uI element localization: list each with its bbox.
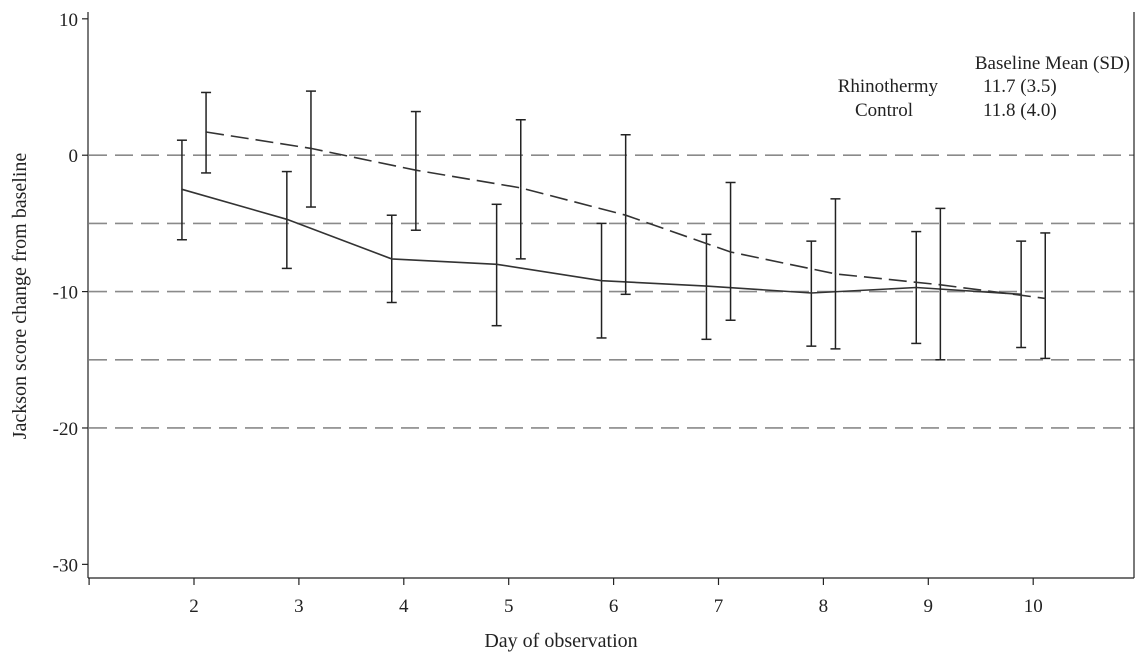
axes <box>87 12 1135 579</box>
x-tick-label: 8 <box>819 596 829 617</box>
y-tick-label: 0 <box>69 146 79 167</box>
series-rhinothermy <box>176 139 1027 349</box>
x-tick-label: 7 <box>714 596 724 617</box>
x-tick-label: 3 <box>294 596 304 617</box>
x-tick-label: 9 <box>924 596 934 617</box>
data-point <box>810 292 813 294</box>
y-tick-label: -20 <box>53 419 78 440</box>
x-axis-ticks: 2 3 4 5 6 7 8 9 10 <box>88 578 1043 617</box>
y-axis-title: Jackson score change from baseline <box>9 153 31 440</box>
data-point <box>705 285 708 287</box>
x-tick-label: 6 <box>609 596 619 617</box>
data-point <box>181 188 183 191</box>
x-axis-title: Day of observation <box>484 630 637 652</box>
data-point <box>1044 297 1047 300</box>
x-tick-label: 2 <box>189 596 199 617</box>
data-point <box>519 187 522 189</box>
x-tick-label: 4 <box>399 596 409 617</box>
legend-label-rhinothermy: Rhinothermy <box>838 76 939 97</box>
data-point <box>915 286 918 289</box>
series-control <box>201 90 1051 361</box>
data-point <box>834 273 837 275</box>
legend-header: Baseline Mean (SD) <box>975 53 1130 74</box>
legend: Baseline Mean (SD) Rhinothermy 11.7 (3.5… <box>838 53 1130 121</box>
y-axis-ticks: 10 0 -10 -20 -30 <box>53 10 88 576</box>
y-tick-label: -10 <box>53 283 78 304</box>
y-tick-label: 10 <box>59 10 78 31</box>
data-point <box>415 169 417 172</box>
legend-value-rhinothermy: 11.7 (3.5) <box>983 76 1057 97</box>
x-tick-label: 5 <box>504 596 514 617</box>
legend-label-control: Control <box>855 100 913 121</box>
data-point <box>310 147 312 150</box>
y-tick-label: -30 <box>53 555 78 576</box>
data-point <box>205 131 207 133</box>
data-point <box>600 279 603 282</box>
data-point <box>729 251 732 253</box>
data-point <box>390 258 393 260</box>
series-group <box>176 90 1051 361</box>
data-point <box>939 283 942 286</box>
data-point <box>286 218 288 221</box>
legend-value-control: 11.8 (4.0) <box>983 100 1057 121</box>
reference-lines <box>89 154 1134 429</box>
data-point <box>624 214 627 217</box>
x-tick-label: 10 <box>1024 596 1043 617</box>
data-point <box>495 263 498 266</box>
